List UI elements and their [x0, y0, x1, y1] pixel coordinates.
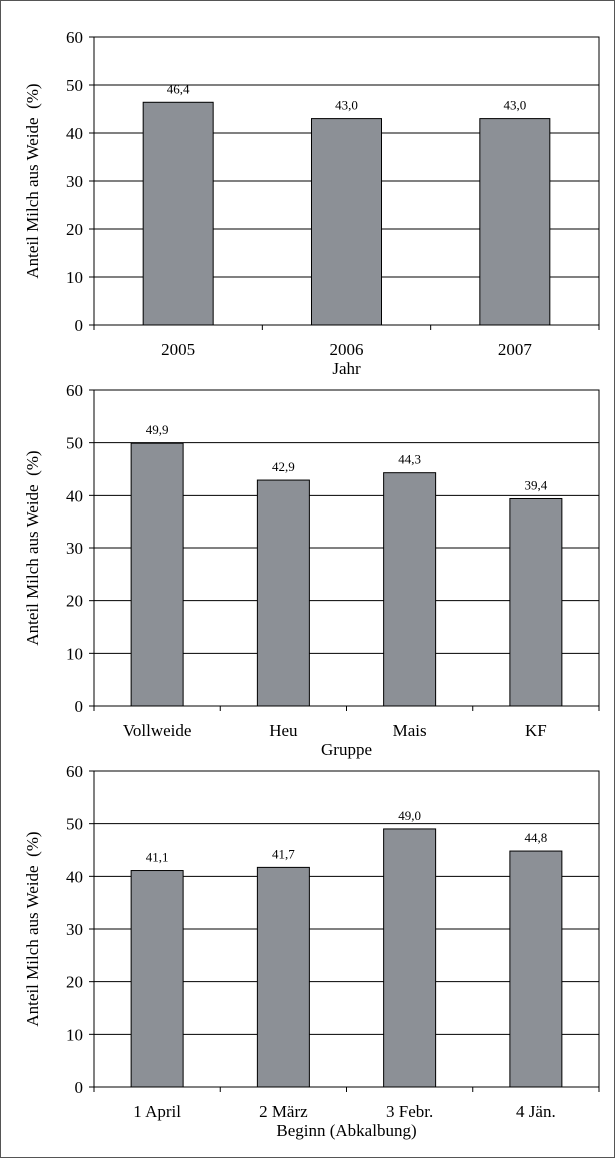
category-label: 2005 — [161, 340, 195, 359]
chart-3: 0 10 20 30 40 50 60 41,1 1 April 41,7 2 März 49,0 3 … — [23, 762, 600, 1140]
data-label: 46,4 — [167, 81, 190, 96]
y-tick-label: 60 — [66, 381, 83, 400]
category-label: Vollweide — [123, 721, 192, 740]
y-tick-label: 50 — [66, 76, 83, 95]
category-label: 4 Jän. — [516, 1102, 556, 1121]
category-label: 2007 — [498, 340, 533, 359]
category-label: Heu — [269, 721, 298, 740]
y-tick-label: 30 — [66, 539, 83, 558]
y-tick-label: 40 — [66, 867, 83, 886]
category-label: 1 April — [133, 1102, 181, 1121]
category-label: 3 Febr. — [386, 1102, 433, 1121]
y-tick-label: 10 — [66, 1025, 83, 1044]
y-tick-label: 50 — [66, 434, 83, 453]
y-tick-label: 0 — [75, 316, 84, 335]
y-tick-label: 40 — [66, 124, 83, 143]
y-tick-label: 0 — [75, 1078, 84, 1097]
y-tick-label: 50 — [66, 815, 83, 834]
y-tick-label: 20 — [66, 592, 83, 611]
y-tick-label: 60 — [66, 28, 83, 47]
category-label: 2 März — [259, 1102, 308, 1121]
bar — [256, 479, 310, 707]
data-label: 43,0 — [503, 98, 526, 113]
y-tick-label: 20 — [66, 220, 83, 239]
y-axis-title: Anteil Milch aus Weide (%) — [23, 450, 42, 645]
chart-2: 0 10 20 30 40 50 60 49,9 Vollweide 42,9 Heu 44,3 Mai… — [23, 381, 600, 759]
data-label: 42,9 — [272, 459, 295, 474]
data-label: 49,0 — [398, 808, 421, 823]
chart-1: 0 10 20 30 40 50 60 46,4 2005 43,0 2006 43,0 2007 Jah… — [23, 28, 600, 378]
bar — [311, 118, 382, 326]
data-label: 44,3 — [398, 452, 421, 467]
data-label: 44,8 — [525, 830, 548, 845]
bar — [142, 101, 214, 326]
x-axis-title: Gruppe — [321, 740, 372, 759]
bar — [509, 850, 563, 1088]
bar — [383, 828, 437, 1088]
y-tick-label: 0 — [75, 697, 84, 716]
bar — [479, 118, 551, 326]
bar — [130, 870, 184, 1088]
y-tick-label: 30 — [66, 920, 83, 939]
data-label: 41,1 — [146, 850, 169, 865]
category-label: 2006 — [330, 340, 364, 359]
bar — [509, 497, 563, 707]
y-axis-title: Anteil Milch aus Weide (%) — [23, 831, 42, 1026]
bar — [256, 866, 310, 1088]
y-tick-label: 40 — [66, 486, 83, 505]
y-tick-label: 10 — [66, 268, 83, 287]
y-tick-label: 60 — [66, 762, 83, 781]
y-tick-label: 10 — [66, 644, 83, 663]
bar — [383, 472, 437, 707]
data-label: 39,4 — [525, 477, 548, 492]
category-label: KF — [525, 721, 547, 740]
data-label: 49,9 — [146, 422, 169, 437]
x-axis-title: Jahr — [332, 359, 361, 378]
y-tick-label: 20 — [66, 973, 83, 992]
bar — [130, 442, 184, 707]
category-label: Mais — [393, 721, 427, 740]
y-tick-label: 30 — [66, 172, 83, 191]
data-label: 41,7 — [272, 846, 295, 861]
y-axis-title: Anteil Milch aus Weide (%) — [23, 83, 42, 278]
x-axis-title: Beginn (Abkalbung) — [276, 1121, 416, 1140]
data-label: 43,0 — [335, 98, 358, 113]
